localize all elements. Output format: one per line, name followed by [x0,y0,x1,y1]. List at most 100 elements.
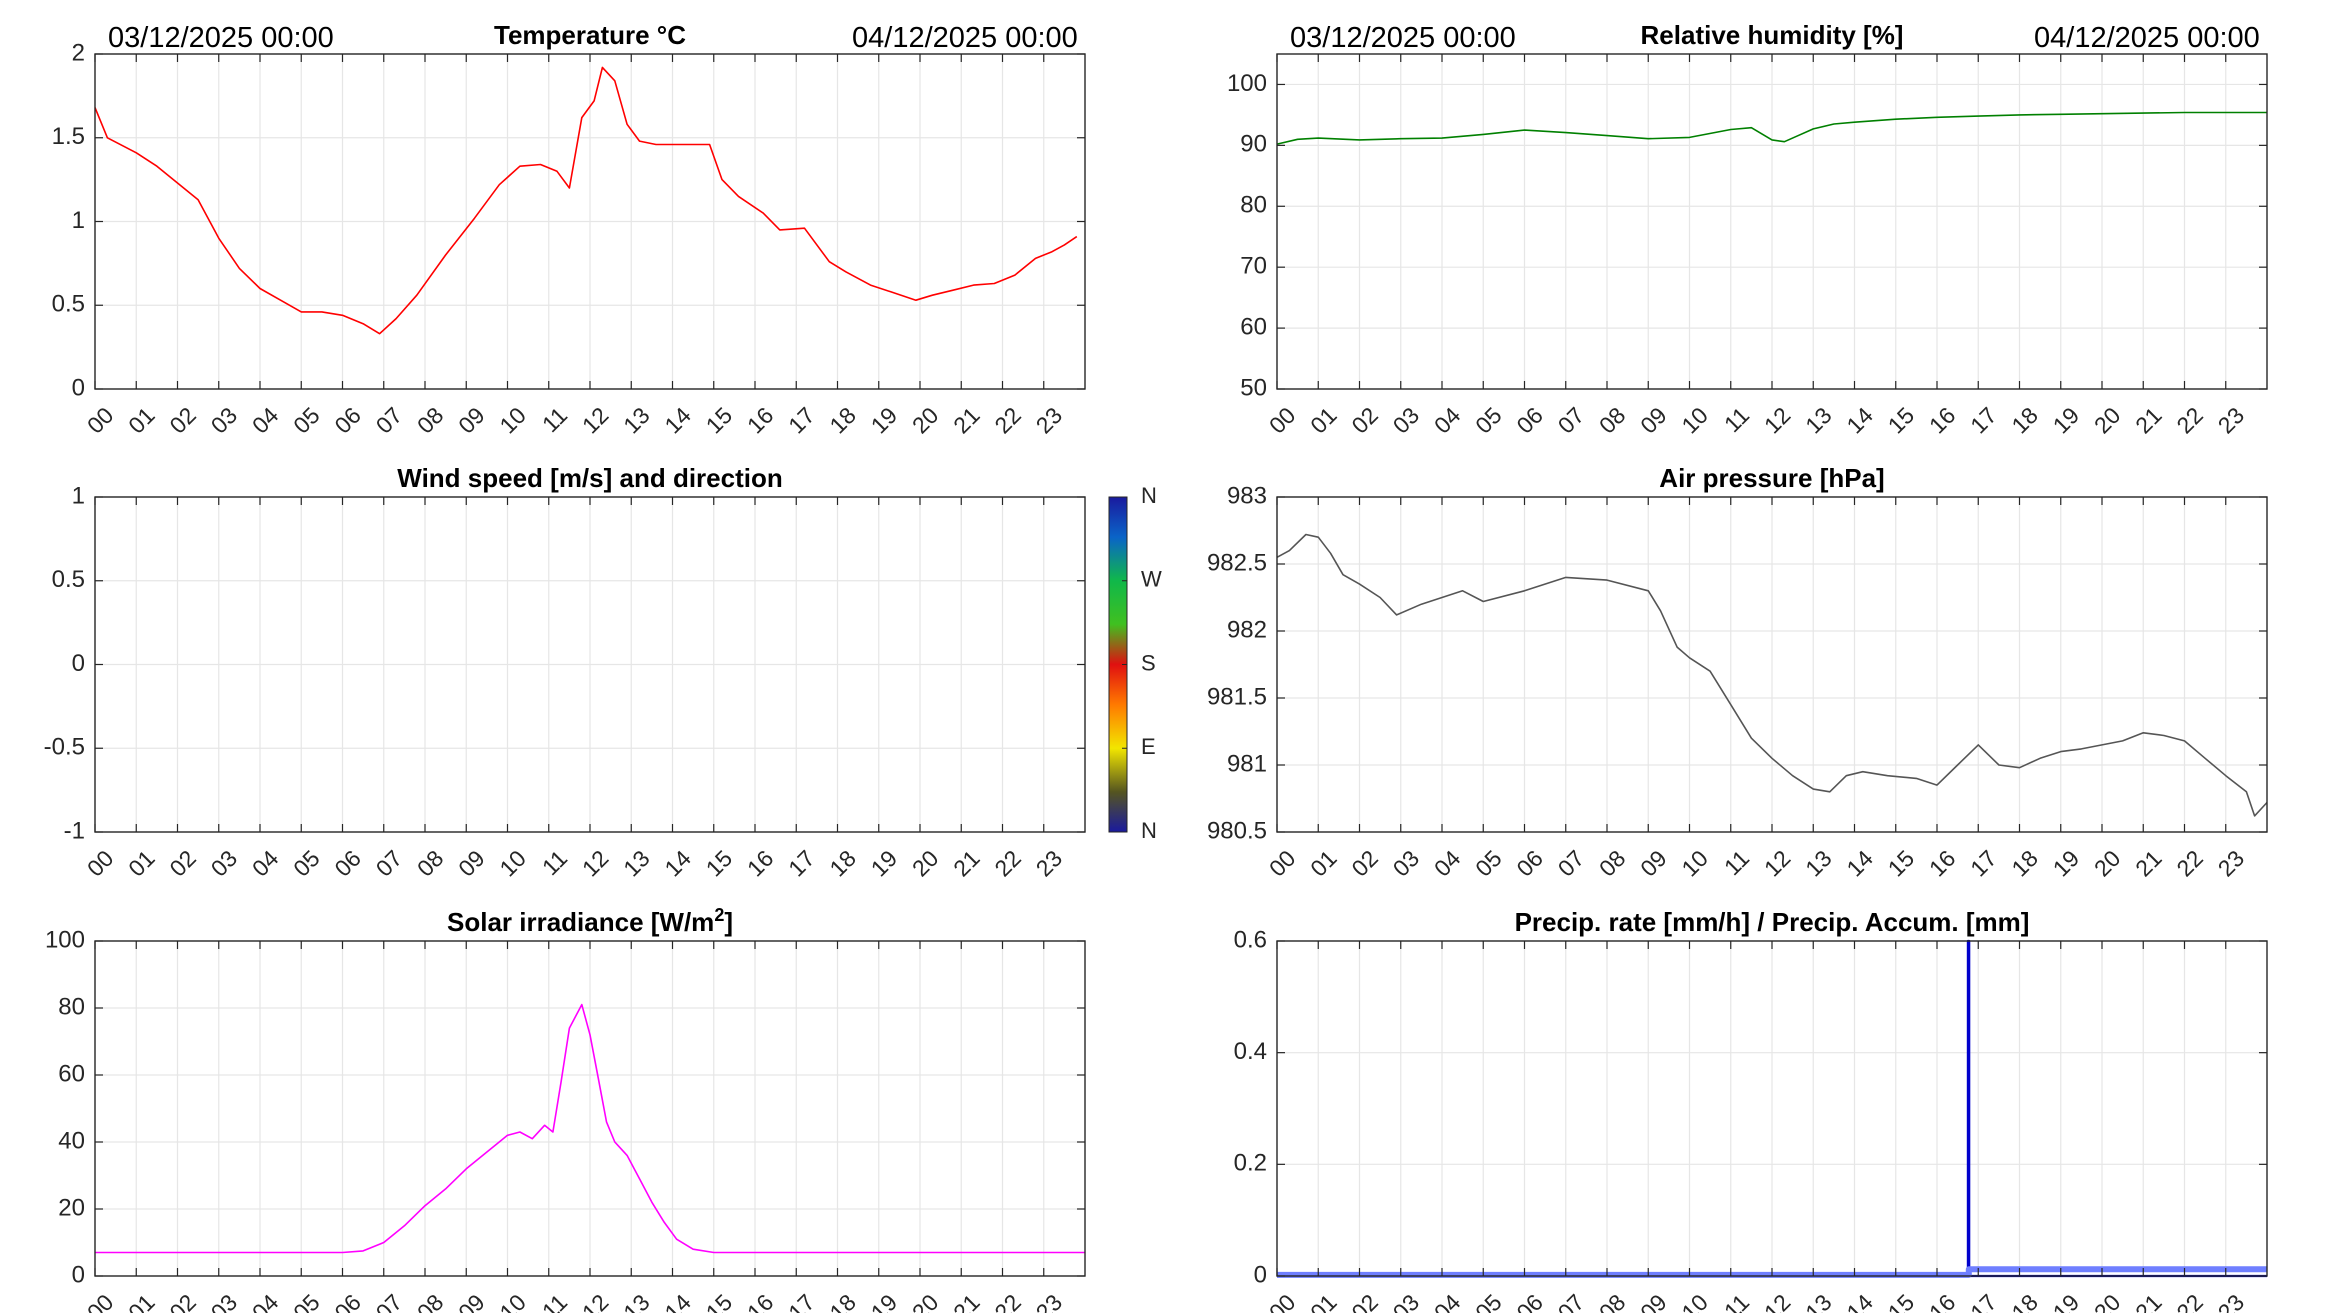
temperature-x-tick-label: 06 [329,402,365,438]
temperature-x-tick-label: 20 [907,402,943,438]
wind-chart: 00 01 02 03 04 05 06 07 08 09 10 11 12 13 14 15 16 17 18 19… [44,463,1162,882]
pressure-x-tick-label: 15 [1883,845,1919,881]
humidity-x-tick-label: 12 [1759,402,1795,438]
humidity-x-tick-label: 01 [1305,402,1341,438]
humidity-title: Relative humidity [%] [1641,20,1904,50]
temperature-x-tick-label: 08 [412,402,448,438]
humidity-x-tick-label: 10 [1676,402,1712,438]
solar-x-tick-label: 11 [537,1289,572,1313]
solar-x-tick-label: 01 [123,1289,159,1313]
humidity-x-tick-label: 22 [2171,402,2207,438]
humidity-y-tick-label: 60 [1240,313,1267,340]
wind-x-tick-label: 23 [1031,845,1067,881]
humidity-x-tick-label: 06 [1511,402,1547,438]
precip-x-tick-label: 15 [1883,1289,1919,1313]
humidity-x-tick-label: 18 [2006,402,2042,438]
temperature-x-tick-label: 09 [453,402,489,438]
wind-x-tick-label: 02 [164,845,200,881]
pressure-x-tick-label: 10 [1676,845,1712,881]
temperature-title: Temperature °C [494,20,686,50]
temperature-x-tick-label: 10 [494,402,530,438]
pressure-x-tick-label: 02 [1346,845,1382,881]
solar-x-tick-label: 03 [206,1289,242,1313]
wind-y-tick-label: -0.5 [44,734,85,761]
temperature-y-tick-label: 0.5 [52,291,85,318]
temperature-x-tick-label: 12 [577,402,613,438]
wind-x-tick-label: 22 [989,845,1025,881]
temperature-x-tick-label: 03 [206,402,242,438]
wind-colorbar-label: E [1141,734,1156,759]
solar-title: Solar irradiance [W/m2] [447,905,733,937]
pressure-x-tick-label: 14 [1841,845,1878,882]
temperature-y-tick-label: 1 [72,207,85,234]
precip-x-tick-label: 16 [1924,1289,1960,1313]
precip-y-tick-label: 0.2 [1234,1150,1267,1177]
humidity-x-tick-label: 09 [1635,402,1671,438]
solar-y-tick-label: 20 [58,1194,85,1221]
solar-series-line [95,1003,1085,1254]
pressure-y-tick-label: 980.5 [1207,817,1267,844]
pressure-x-tick-label: 23 [2213,845,2249,881]
solar-x-tick-label: 00 [82,1289,118,1313]
start-date-right: 03/12/2025 00:00 [1290,22,1516,54]
solar-y-tick-label: 0 [72,1261,85,1288]
humidity-x-tick-label: 14 [1841,402,1878,439]
pressure-x-tick-label: 05 [1470,845,1506,881]
humidity-x-tick-label: 00 [1264,402,1300,438]
temperature-chart: 00 01 02 03 04 05 06 07 08 09 10 11 12 13 14 15 16 17 18 19… [52,20,1086,439]
solar-title-main: Solar irradiance [W/m [447,907,714,937]
solar-title-superscript: 2 [714,905,724,925]
wind-x-tick-label: 04 [247,845,284,882]
humidity-x-tick-label: 17 [1965,402,2001,438]
precip-x-tick-label: 06 [1511,1289,1547,1313]
temperature-x-tick-label: 01 [123,402,159,438]
wind-x-tick-label: 10 [494,845,530,881]
humidity-y-tick-label: 70 [1240,253,1267,280]
humidity-x-tick-label: 03 [1388,402,1424,438]
wind-x-tick-label: 20 [907,845,943,881]
temperature-x-tick-label: 18 [824,402,860,438]
pressure-x-tick-label: 16 [1924,845,1960,881]
solar-y-tick-label: 40 [58,1127,85,1154]
pressure-x-tick-label: 04 [1429,845,1466,882]
precip-x-tick-label: 03 [1388,1289,1424,1313]
humidity-y-tick-label: 80 [1240,192,1267,219]
precip-x-tick-label: 02 [1346,1289,1382,1313]
wind-x-tick-label: 06 [329,845,365,881]
wind-x-tick-label: 21 [948,845,984,881]
pressure-y-tick-label: 981.5 [1207,683,1267,710]
pressure-series-line [1276,533,2268,817]
solar-x-tick-label: 16 [742,1289,778,1313]
solar-x-tick-label: 10 [494,1289,530,1313]
humidity-y-tick-label: 50 [1240,374,1267,401]
pressure-x-tick-label: 18 [2006,845,2042,881]
precip-x-tick-label: 19 [2048,1289,2084,1313]
pressure-x-tick-label: 11 [1719,845,1754,880]
wind-x-tick-label: 05 [288,845,324,881]
solar-y-tick-label: 60 [58,1060,85,1087]
pressure-x-tick-label: 08 [1594,845,1630,881]
wind-x-tick-label: 08 [412,845,448,881]
solar-x-tick-label: 13 [618,1289,654,1313]
solar-y-tick-label: 80 [58,993,85,1020]
temperature-x-tick-label: 21 [948,402,984,438]
temperature-x-tick-label: 07 [371,402,407,438]
end-date-right: 04/12/2025 00:00 [2034,22,2260,54]
precip-x-tick-label: 17 [1965,1289,2001,1313]
temperature-x-tick-label: 15 [701,402,737,438]
precip-x-tick-label: 11 [1719,1289,1754,1313]
pressure-y-tick-label: 981 [1227,750,1267,777]
temperature-x-tick-label: 23 [1031,402,1067,438]
precip-y-tick-label: 0.4 [1234,1038,1267,1065]
precip-x-tick-label: 10 [1676,1289,1712,1313]
solar-x-tick-label: 05 [288,1289,324,1313]
humidity-x-tick-label: 02 [1346,402,1382,438]
humidity-x-tick-label: 23 [2213,402,2249,438]
wind-x-tick-label: 14 [659,845,696,882]
precip-y-tick-label: 0 [1254,1261,1267,1288]
precip-x-tick-label: 14 [1841,1289,1878,1313]
temperature-y-tick-label: 2 [72,39,85,66]
pressure-y-tick-label: 982.5 [1207,549,1267,576]
solar-chart: 00 01 02 03 04 05 06 07 08 09 10 11 12 13 14 15 16 17 18 19… [45,905,1086,1313]
